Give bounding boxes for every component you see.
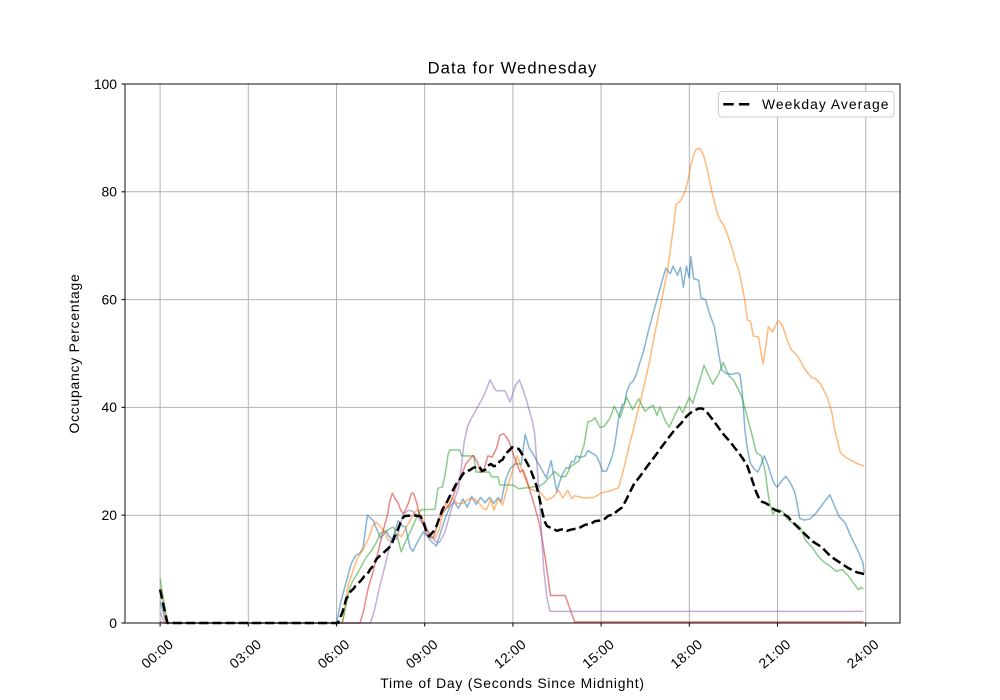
svg-text:Data for Wednesday: Data for Wednesday: [428, 59, 598, 78]
svg-text:40: 40: [102, 399, 118, 415]
svg-text:100: 100: [94, 76, 117, 92]
svg-text:20: 20: [102, 507, 118, 523]
svg-text:Occupancy Percentage: Occupancy Percentage: [66, 274, 82, 434]
svg-text:60: 60: [102, 291, 118, 307]
svg-text:Weekday Average: Weekday Average: [762, 96, 890, 112]
svg-text:0: 0: [109, 615, 117, 631]
svg-text:80: 80: [102, 184, 118, 200]
svg-text:Time of Day (Seconds Since Mid: Time of Day (Seconds Since Midnight): [380, 675, 645, 691]
